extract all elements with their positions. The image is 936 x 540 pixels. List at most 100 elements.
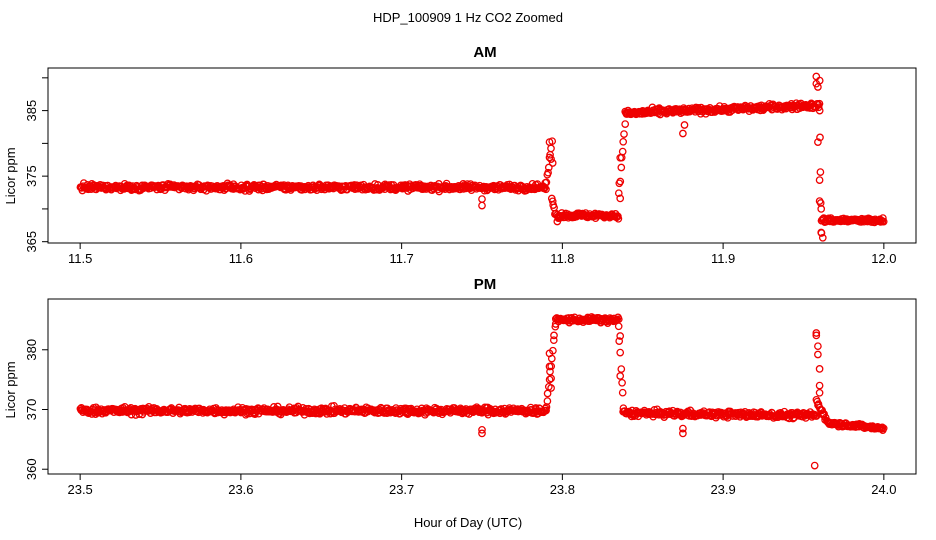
data-point [810, 410, 819, 419]
data-point [817, 228, 826, 237]
data-point [815, 176, 824, 184]
data-point [478, 425, 486, 434]
data-point [545, 375, 554, 384]
pm-x-axis: 23.5 23.6 23.7 23.8 23.9 24.0 [67, 474, 897, 497]
pm-data-points [76, 313, 888, 470]
data-point [815, 365, 824, 373]
data-point [619, 137, 628, 146]
data-point [812, 329, 821, 337]
data-point [810, 461, 819, 470]
x-tick-label: 11.9 [711, 251, 735, 266]
am-data-points [76, 72, 888, 242]
data-point [273, 402, 282, 411]
pm-plot-frame [47, 298, 917, 475]
am-y-axis: 365 375 385 [24, 77, 48, 253]
data-point [544, 163, 553, 172]
x-axis-title: Hour of Day (UTC) [414, 515, 522, 530]
data-point [814, 103, 823, 112]
x-tick-label: 11.7 [389, 251, 413, 266]
data-point [616, 194, 625, 203]
x-tick-label: 23.6 [228, 482, 253, 497]
data-point [614, 315, 623, 324]
data-point [547, 384, 555, 392]
data-point [614, 214, 623, 223]
pm-panel: PM 23.5 23.6 23.7 23.8 23.9 24.0 360 370 380 Li… [3, 276, 917, 497]
data-point [814, 138, 822, 146]
data-point [818, 233, 827, 242]
data-point [879, 424, 888, 433]
data-point [547, 374, 555, 383]
data-point [548, 159, 557, 167]
data-point [545, 138, 554, 146]
y-tick-label: 370 [24, 399, 39, 421]
data-point [816, 133, 824, 142]
data-point [545, 362, 554, 371]
data-point [616, 348, 625, 357]
data-point [814, 350, 822, 359]
data-point [618, 147, 627, 156]
data-point [616, 372, 625, 380]
pm-y-axis: 360 370 380 [24, 339, 48, 480]
data-point [617, 365, 626, 373]
data-point [614, 322, 623, 331]
y-tick-label: 385 [24, 100, 39, 122]
x-tick-label: 24.0 [871, 482, 896, 497]
x-tick-label: 23.5 [67, 482, 92, 497]
x-tick-label: 11.5 [68, 251, 92, 266]
y-tick-label: 365 [24, 231, 39, 253]
data-point [616, 153, 625, 162]
am-plot-frame [47, 67, 917, 244]
data-point [679, 424, 687, 433]
am-panel: AM 11.5 11.6 11.7 11.8 11.9 12.0 365 375 385 Li… [3, 44, 917, 266]
data-point [878, 423, 887, 432]
data-point [815, 197, 824, 205]
data-point [812, 72, 821, 81]
data-point [542, 406, 550, 415]
x-tick-label: 11.8 [550, 251, 574, 266]
data-point [617, 163, 626, 172]
y-tick-label: 375 [24, 165, 39, 187]
x-tick-label: 23.8 [550, 482, 575, 497]
am-panel-title: AM [473, 44, 496, 61]
data-point [478, 195, 486, 203]
data-point [812, 79, 821, 88]
data-point [679, 129, 687, 138]
data-point [540, 183, 549, 192]
data-point [478, 429, 486, 438]
am-y-axis-title: Licor ppm [3, 147, 18, 204]
data-point [618, 378, 626, 387]
data-point [621, 120, 630, 128]
y-tick-label: 360 [24, 458, 39, 480]
data-point [620, 130, 628, 138]
data-point [616, 332, 625, 340]
data-point [815, 381, 824, 390]
data-point [879, 217, 888, 226]
data-point [815, 106, 824, 115]
data-point [478, 201, 486, 210]
data-point [816, 168, 825, 176]
data-point [817, 205, 826, 213]
data-point [550, 331, 558, 340]
data-point [814, 342, 822, 351]
data-point [616, 177, 625, 186]
y-tick-label: 380 [24, 339, 39, 361]
data-point [618, 388, 627, 397]
data-point [818, 406, 826, 415]
x-tick-label: 23.7 [389, 482, 414, 497]
data-point [614, 189, 623, 198]
x-tick-label: 12.0 [871, 251, 896, 266]
data-point [545, 349, 554, 358]
x-tick-label: 11.6 [229, 251, 253, 266]
am-x-axis: 11.5 11.6 11.7 11.8 11.9 12.0 [68, 243, 897, 266]
pm-panel-title: PM [474, 276, 497, 293]
data-point [547, 155, 555, 163]
data-point [543, 397, 552, 405]
data-point [680, 121, 689, 129]
pm-y-axis-title: Licor ppm [3, 361, 18, 418]
figure-title: HDP_100909 1 Hz CO2 Zoomed [373, 10, 563, 25]
data-point [815, 388, 824, 397]
data-point [542, 178, 551, 187]
data-point [812, 331, 821, 340]
